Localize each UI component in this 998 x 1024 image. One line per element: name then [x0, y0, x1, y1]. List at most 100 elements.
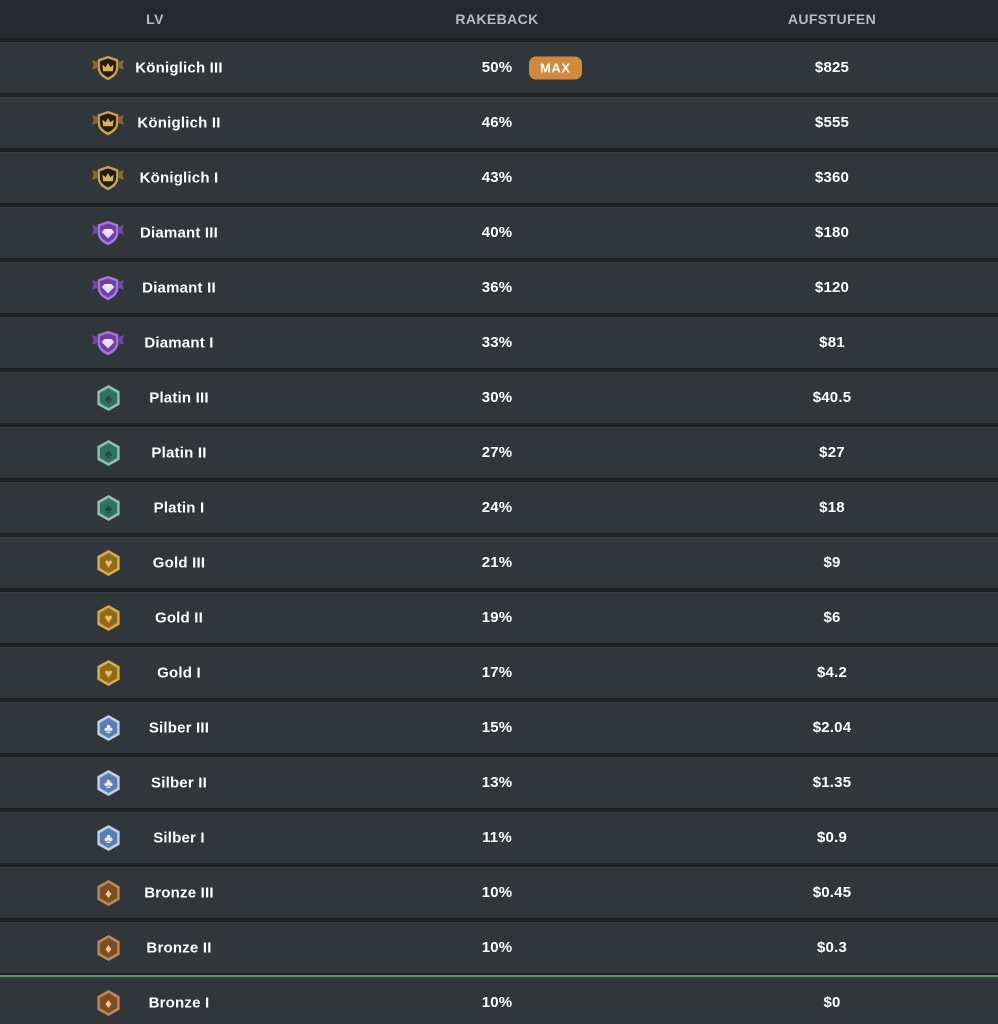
gold-heart-badge-icon: ♥: [91, 603, 125, 633]
aufstufen-cell: $1.35: [684, 757, 998, 808]
max-badge: MAX: [529, 56, 582, 79]
aufstufen-cell: $0.45: [684, 867, 998, 918]
level-cell: ♣ Silber I: [0, 812, 310, 863]
level-row: Diamant II 36% $120: [0, 262, 998, 313]
rakeback-value: 11%: [482, 829, 512, 846]
aufstufen-cell: $120: [684, 262, 998, 313]
aufstufen-value: $825: [814, 59, 850, 76]
level-name: Königlich I: [139, 169, 219, 186]
column-header-rakeback: RAKEBACK: [455, 11, 539, 27]
aufstufen-value: $6: [823, 609, 841, 626]
column-header-aufstufen: AUFSTUFEN: [787, 11, 877, 27]
level-row: Diamant I 33% $81: [0, 317, 998, 368]
svg-text:♦: ♦: [105, 885, 112, 900]
level-cell: ♦ Bronze III: [0, 867, 310, 918]
level-name: Platin I: [153, 499, 205, 516]
platinum-spade-badge-icon: ♠: [91, 383, 125, 413]
level-name: Diamant I: [144, 334, 214, 351]
level-cell: Diamant I: [0, 317, 310, 368]
level-name: Gold I: [157, 664, 201, 681]
aufstufen-cell: $9: [684, 537, 998, 588]
aufstufen-value: $9: [823, 554, 841, 571]
royal-crown-badge-icon: [91, 108, 125, 138]
bronze-diamond-badge-icon: ♦: [91, 933, 125, 963]
aufstufen-cell: $180: [684, 207, 998, 258]
rakeback-value: 17%: [481, 664, 513, 681]
aufstufen-value: $4.2: [817, 664, 847, 681]
rakeback-cell: 30%: [310, 372, 684, 423]
rakeback-value: 50%: [481, 59, 513, 76]
level-row: Diamant III 40% $180: [0, 207, 998, 258]
level-row: Königlich I 43% $360: [0, 152, 998, 203]
rakeback-value: 43%: [481, 169, 513, 186]
rakeback-value: 30%: [481, 389, 513, 406]
rakeback-cell: 11%: [310, 812, 684, 863]
aufstufen-cell: $4.2: [684, 647, 998, 698]
rakeback-value: 36%: [481, 279, 513, 296]
level-row: Königlich III 50% MAX $825: [0, 42, 998, 93]
rakeback-value: 10%: [481, 994, 513, 1011]
aufstufen-cell: $0.9: [684, 812, 998, 863]
level-cell: Diamant III: [0, 207, 310, 258]
aufstufen-value: $1.35: [812, 774, 852, 791]
table-header-row: LV RAKEBACK AUFSTUFEN: [0, 0, 998, 38]
level-name: Platin III: [149, 389, 209, 406]
svg-text:♥: ♥: [104, 610, 112, 625]
rakeback-value: 40%: [481, 224, 513, 241]
aufstufen-value: $2.04: [812, 719, 852, 736]
rakeback-cell: 24%: [310, 482, 684, 533]
aufstufen-value: $0.3: [817, 939, 847, 956]
aufstufen-value: $0.9: [817, 829, 847, 846]
rakeback-value: 33%: [481, 334, 513, 351]
level-row: ♥ Gold I 17% $4.2: [0, 647, 998, 698]
rakeback-value: 15%: [481, 719, 513, 736]
aufstufen-cell: $825: [684, 42, 998, 93]
svg-text:♣: ♣: [104, 775, 113, 790]
level-row: ♥ Gold III 21% $9: [0, 537, 998, 588]
rakeback-cell: 13%: [310, 757, 684, 808]
level-cell: Königlich I: [0, 152, 310, 203]
aufstufen-cell: $360: [684, 152, 998, 203]
rakeback-cell: 15%: [310, 702, 684, 753]
level-name: Gold III: [152, 554, 206, 571]
level-cell: ♦ Bronze I: [0, 977, 310, 1024]
rakeback-cell: 17%: [310, 647, 684, 698]
level-row: Königlich II 46% $555: [0, 97, 998, 148]
aufstufen-cell: $6: [684, 592, 998, 643]
rakeback-cell: 10%: [310, 922, 684, 973]
rakeback-value: 24%: [481, 499, 513, 516]
rakeback-value: 27%: [481, 444, 513, 461]
level-row: ♣ Silber II 13% $1.35: [0, 757, 998, 808]
svg-text:♠: ♠: [104, 445, 111, 460]
aufstufen-value: $18: [819, 499, 845, 516]
level-name: Bronze I: [148, 994, 210, 1011]
svg-text:♣: ♣: [104, 830, 113, 845]
aufstufen-cell: $0: [684, 977, 998, 1024]
aufstufen-value: $120: [814, 279, 850, 296]
svg-text:♦: ♦: [105, 940, 112, 955]
rakeback-cell: 36%: [310, 262, 684, 313]
diamond-shield-badge-icon: [91, 218, 125, 248]
platinum-spade-badge-icon: ♠: [91, 493, 125, 523]
rakeback-value: 13%: [481, 774, 513, 791]
svg-text:♠: ♠: [104, 500, 111, 515]
aufstufen-cell: $81: [684, 317, 998, 368]
gold-heart-badge-icon: ♥: [91, 658, 125, 688]
level-row: ♠ Platin I 24% $18: [0, 482, 998, 533]
silver-club-badge-icon: ♣: [91, 713, 125, 743]
level-name: Bronze III: [144, 884, 214, 901]
levels-table-body: Königlich III 50% MAX $825 Königlich II …: [0, 42, 998, 1024]
aufstufen-value: $0: [823, 994, 841, 1011]
diamond-shield-badge-icon: [91, 273, 125, 303]
level-cell: ♠ Platin I: [0, 482, 310, 533]
level-row: ♦ Bronze I 10% $0: [0, 975, 998, 1024]
aufstufen-cell: $0.3: [684, 922, 998, 973]
rakeback-cell: 10%: [310, 977, 684, 1024]
rakeback-cell: 27%: [310, 427, 684, 478]
aufstufen-value: $180: [814, 224, 850, 241]
aufstufen-cell: $555: [684, 97, 998, 148]
bronze-diamond-badge-icon: ♦: [91, 988, 125, 1018]
rakeback-cell: 46%: [310, 97, 684, 148]
aufstufen-cell: $27: [684, 427, 998, 478]
